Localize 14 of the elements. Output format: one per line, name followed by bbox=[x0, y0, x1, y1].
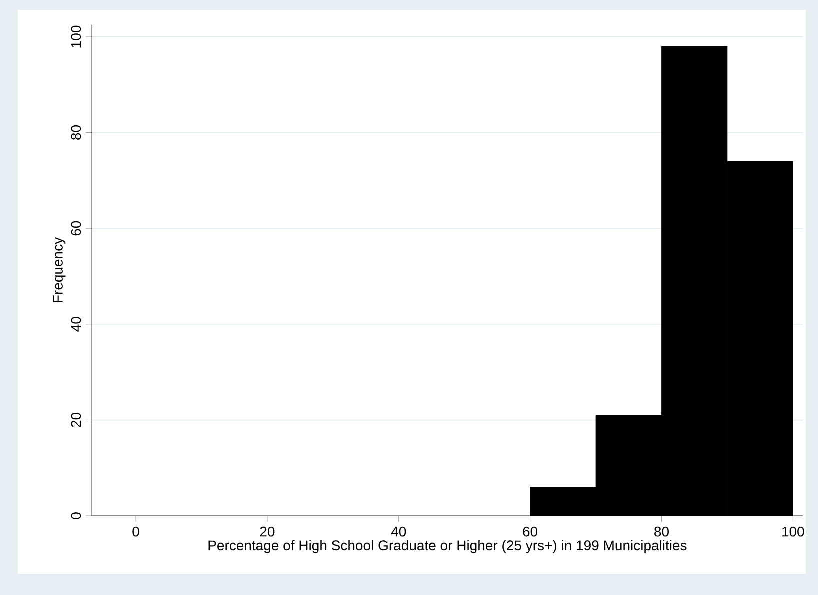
x-tick-label: 100 bbox=[782, 526, 804, 537]
x-tick-label: 40 bbox=[391, 526, 406, 537]
y-tick-label: 0 bbox=[71, 512, 82, 520]
x-tick-label: 60 bbox=[523, 526, 538, 537]
x-tick-label: 0 bbox=[132, 526, 140, 537]
x-tick-label: 20 bbox=[260, 526, 275, 537]
y-tick-label: 80 bbox=[71, 126, 82, 140]
x-axis-title: Percentage of High School Graduate or Higher (25 yrs+) in 199 Municipalities bbox=[208, 540, 687, 554]
y-tick-label: 40 bbox=[71, 317, 82, 332]
y-tick-label: 60 bbox=[71, 221, 82, 236]
y-tick-label: 100 bbox=[71, 26, 82, 48]
y-axis-title: Frequency bbox=[53, 237, 66, 302]
x-tick-label: 80 bbox=[654, 526, 669, 537]
y-tick-label: 20 bbox=[71, 412, 82, 428]
